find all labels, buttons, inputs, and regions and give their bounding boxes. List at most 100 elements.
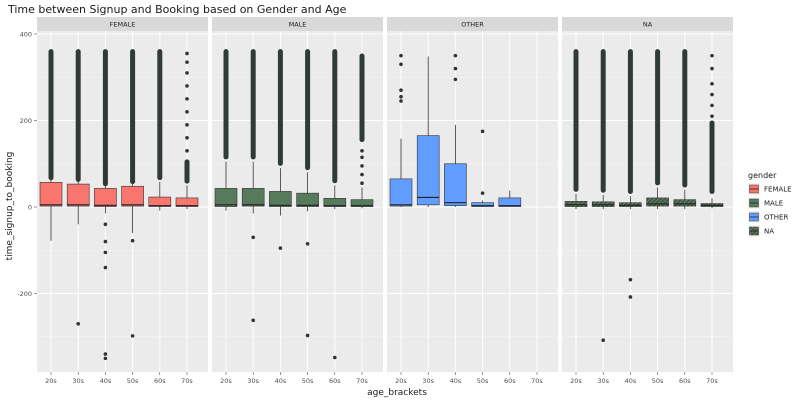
box-na-40s (619, 49, 642, 299)
outlier-point (399, 53, 403, 58)
x-tick-label: 50s (477, 377, 489, 385)
facet-strip (212, 17, 383, 31)
box-na-70s (700, 53, 724, 209)
box-other-50s (471, 129, 494, 207)
box-male-30s (241, 49, 265, 323)
box-female-30s (66, 49, 90, 326)
legend-label-female: FEMALE (764, 186, 792, 194)
outlier-column (223, 49, 229, 160)
x-tick-label: 30s (72, 377, 84, 385)
x-tick-label: 70s (181, 377, 193, 385)
x-tick-label: 50s (127, 377, 139, 385)
outlier-point (103, 239, 108, 244)
box-female-60s (148, 49, 172, 211)
box-body (148, 196, 172, 207)
outlier-point (130, 238, 135, 243)
outlier-point (185, 136, 189, 140)
y-axis-title: time_signup_to_booking (5, 152, 15, 261)
box-body (296, 192, 319, 207)
outlier-point (185, 71, 189, 75)
box-body (214, 188, 238, 207)
box-body (471, 202, 494, 207)
x-tick-label: 70s (531, 377, 543, 385)
outlier-point (76, 321, 80, 326)
box-hatch (646, 197, 669, 207)
outlier-point (103, 265, 108, 270)
y-axis-ticks: 400 200 0 -200 (17, 30, 37, 298)
box-na-60s (673, 49, 697, 210)
box-body (66, 183, 90, 207)
box-male-70s (350, 53, 374, 209)
legend: gender FEMALE MALE OTHER NA (748, 171, 792, 237)
box-na-20s (564, 49, 588, 210)
facet-panel-other: OTHER 20s 30s 40s 50s 60s 70s (387, 17, 558, 385)
facet-strip-label: OTHER (461, 21, 484, 29)
outlier-point (710, 103, 714, 108)
facet-strip-label: FEMALE (110, 21, 136, 29)
outlier-point (130, 334, 135, 338)
outlier-point (710, 114, 714, 118)
box-other-60s (498, 190, 522, 207)
outlier-column (102, 49, 108, 187)
outlier-column (682, 49, 688, 188)
box-other-20s (389, 53, 413, 207)
box-female-40s (94, 49, 117, 361)
x-tick-label: 40s (275, 377, 287, 385)
x-tick-label: 40s (100, 377, 112, 385)
outlier-point (360, 155, 364, 160)
outlier-point (710, 92, 714, 97)
facet-strip-label: MALE (289, 21, 307, 29)
outlier-point (360, 172, 364, 177)
box-male-60s (323, 49, 347, 360)
outlier-point (360, 148, 364, 153)
outlier-point (185, 123, 189, 127)
outlier-point (103, 356, 108, 361)
outlier-point (185, 97, 189, 101)
x-tick-label: 60s (329, 377, 341, 385)
x-tick-label: 30s (597, 377, 609, 385)
facet-strip (37, 17, 208, 31)
outlier-point (185, 110, 189, 114)
legend-label-other: OTHER (764, 214, 788, 222)
outlier-point (628, 277, 633, 282)
x-tick-label: 60s (504, 377, 516, 385)
outlier-point (251, 235, 255, 240)
outlier-column (157, 49, 163, 181)
outlier-column (655, 49, 661, 186)
box-male-40s (269, 49, 292, 250)
outlier-column (305, 49, 311, 171)
x-tick-label: 50s (302, 377, 314, 385)
box-body (350, 199, 374, 207)
x-tick-label: 60s (679, 377, 691, 385)
y-tick-label: 200 (20, 117, 32, 125)
outlier-column (332, 49, 338, 184)
x-tick-label: 40s (450, 377, 462, 385)
outlier-point (185, 60, 189, 64)
x-tick-label: 30s (422, 377, 434, 385)
outlier-point (710, 53, 714, 58)
outlier-column (250, 49, 256, 160)
box-body (175, 197, 199, 207)
box-body (269, 191, 292, 207)
legend-title: gender (748, 171, 777, 180)
outlier-point (360, 164, 364, 168)
x-tick-label: 30s (247, 377, 259, 385)
box-male-20s (214, 49, 238, 211)
box-hatch (592, 201, 615, 207)
outlier-point (185, 84, 189, 88)
x-tick-label: 60s (154, 377, 166, 385)
facet-panel-na: NA 20s 30s 40s 50s 60s 70s (562, 17, 733, 385)
x-tick-label: 50s (652, 377, 664, 385)
facet-strip-label: NA (643, 21, 653, 29)
outlier-point (710, 81, 714, 86)
x-tick-label: 20s (45, 377, 57, 385)
outlier-point (453, 66, 458, 71)
outlier-column (573, 49, 579, 192)
outlier-point (480, 191, 485, 195)
box-body (121, 185, 144, 207)
outlier-column (627, 49, 633, 195)
box-na-50s (646, 49, 669, 210)
legend-label-male: MALE (764, 200, 783, 208)
outlier-column (277, 49, 283, 166)
box-hatch (565, 201, 587, 207)
